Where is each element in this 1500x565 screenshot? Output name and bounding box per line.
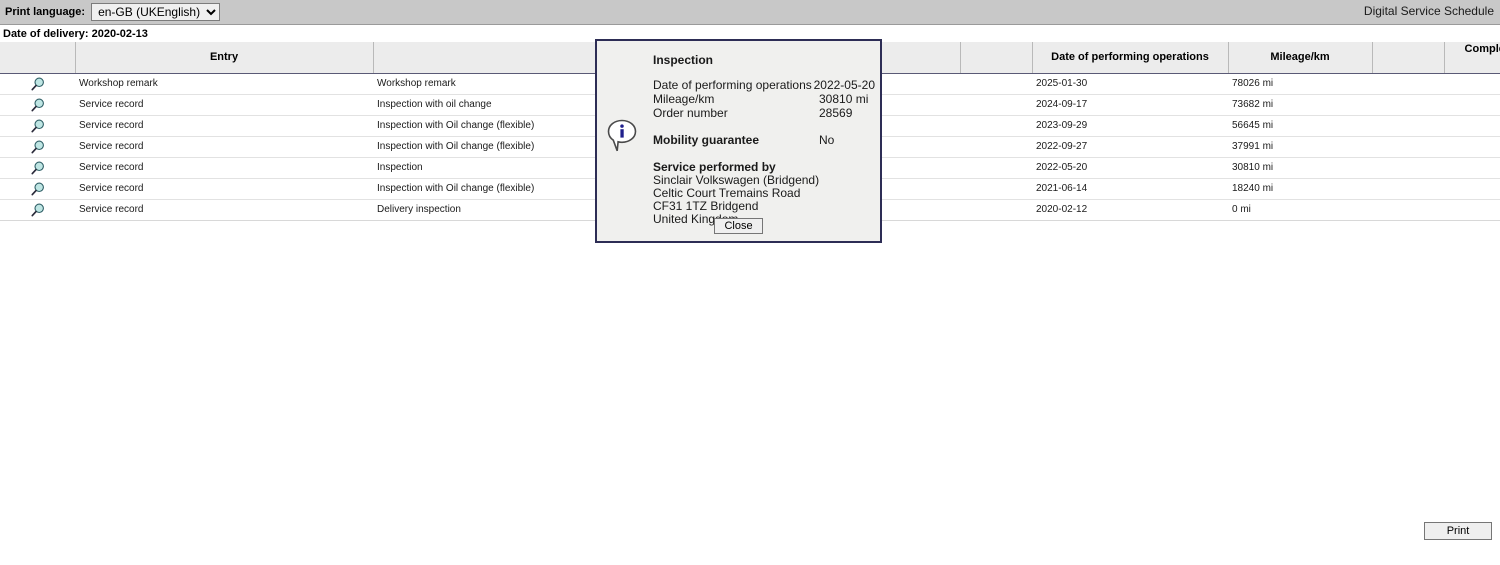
cell-blank-2 xyxy=(1372,178,1444,200)
cell-blank-2 xyxy=(1372,136,1444,158)
magnifier-icon[interactable] xyxy=(30,202,46,218)
column-header-complete-record: Complete record xyxy=(1444,42,1500,74)
cell-blank-1 xyxy=(960,178,1032,200)
row-detail-button[interactable] xyxy=(0,136,75,158)
cell-blank-2 xyxy=(1372,199,1444,221)
dialog-title: Inspection xyxy=(653,53,714,67)
close-button[interactable]: Close xyxy=(714,218,763,234)
cell-entry: Service record xyxy=(75,157,373,179)
row-detail-button[interactable] xyxy=(0,199,75,221)
detail-row: Date of performing operations 2022-05-20 xyxy=(653,78,875,92)
print-button[interactable]: Print xyxy=(1424,522,1492,540)
row-detail-button[interactable] xyxy=(0,73,75,95)
app-title: Digital Service Schedule xyxy=(1363,4,1494,18)
cell-blank-1 xyxy=(960,73,1032,95)
detail-value: 28569 xyxy=(819,106,853,120)
detail-label: Order number xyxy=(653,106,728,120)
top-bar: Print language: en-GB (UKEnglish) Digita… xyxy=(0,0,1500,25)
cell-complete-record xyxy=(1444,73,1500,95)
inspection-detail-dialog: Inspection Date of performing operations… xyxy=(595,39,882,243)
cell-complete-record xyxy=(1444,94,1500,116)
magnifier-icon[interactable] xyxy=(30,139,46,155)
detail-rows: Date of performing operations 2022-05-20 M… xyxy=(653,78,875,120)
cell-mileage: 78026 mi xyxy=(1228,73,1372,95)
cell-date: 2021-06-14 xyxy=(1032,178,1228,200)
cell-blank-1 xyxy=(960,94,1032,116)
cell-complete-record xyxy=(1444,199,1500,221)
cell-mileage: 0 mi xyxy=(1228,199,1372,221)
dialog-body: Inspection Date of performing operations… xyxy=(653,53,875,226)
column-header-icon xyxy=(0,42,76,74)
magnifier-icon[interactable] xyxy=(30,76,46,92)
cell-entry: Service record xyxy=(75,94,373,116)
row-detail-button[interactable] xyxy=(0,115,75,137)
cell-mileage: 73682 mi xyxy=(1228,94,1372,116)
row-detail-button[interactable] xyxy=(0,94,75,116)
date-of-delivery: Date of delivery: 2020-02-13 xyxy=(0,25,1500,42)
cell-blank-2 xyxy=(1372,94,1444,116)
service-performed-by-block: Service performed by Sinclair Volkswagen… xyxy=(653,161,875,226)
row-detail-button[interactable] xyxy=(0,178,75,200)
detail-label: Mileage/km xyxy=(653,92,715,106)
date-of-delivery-text: Date of delivery: 2020-02-13 xyxy=(3,27,148,40)
cell-entry: Workshop remark xyxy=(75,73,373,95)
cell-blank-1 xyxy=(960,115,1032,137)
address-line: Sinclair Volkswagen (Bridgend) xyxy=(653,173,820,187)
detail-row: Order number 28569 xyxy=(653,106,875,120)
column-header-mileage: Mileage/km xyxy=(1228,42,1373,74)
cell-entry: Service record xyxy=(75,199,373,221)
cell-mileage: 30810 mi xyxy=(1228,157,1372,179)
cell-mileage: 56645 mi xyxy=(1228,115,1372,137)
print-language-select[interactable]: en-GB (UKEnglish) xyxy=(91,3,221,21)
print-language-label: Print language: xyxy=(5,6,86,18)
cell-entry: Service record xyxy=(75,136,373,158)
cell-date: 2020-02-12 xyxy=(1032,199,1228,221)
column-header-entry: Entry xyxy=(75,42,374,74)
dialog-footer: Close xyxy=(597,216,880,234)
cell-blank-1 xyxy=(960,199,1032,221)
cell-blank-1 xyxy=(960,157,1032,179)
detail-label: Date of performing operations xyxy=(653,78,812,92)
magnifier-icon[interactable] xyxy=(30,160,46,176)
complete-record-label: Complete record xyxy=(1464,42,1500,55)
detail-row: Mileage/km 30810 mi xyxy=(653,92,875,106)
address-line: CF31 1TZ Bridgend xyxy=(653,199,759,213)
detail-value: 30810 mi xyxy=(819,92,869,106)
row-detail-button[interactable] xyxy=(0,157,75,179)
magnifier-icon[interactable] xyxy=(30,118,46,134)
mobility-guarantee-row: Mobility guarantee No xyxy=(653,133,875,147)
mobility-guarantee-label: Mobility guarantee xyxy=(653,133,760,147)
cell-blank-1 xyxy=(960,136,1032,158)
cell-complete-record xyxy=(1444,115,1500,137)
mobility-guarantee-value: No xyxy=(819,133,835,147)
cell-complete-record xyxy=(1444,157,1500,179)
cell-date: 2022-09-27 xyxy=(1032,136,1228,158)
address-line: Celtic Court Tremains Road xyxy=(653,186,801,200)
cell-complete-record xyxy=(1444,136,1500,158)
cell-date: 2025-01-30 xyxy=(1032,73,1228,95)
column-header-blank-1 xyxy=(960,42,1033,74)
cell-date: 2023-09-29 xyxy=(1032,115,1228,137)
magnifier-icon[interactable] xyxy=(30,181,46,197)
cell-entry: Service record xyxy=(75,115,373,137)
cell-complete-record xyxy=(1444,178,1500,200)
cell-blank-2 xyxy=(1372,73,1444,95)
column-header-date: Date of performing operations xyxy=(1032,42,1229,74)
cell-entry: Service record xyxy=(75,178,373,200)
service-performed-by-title: Service performed by xyxy=(653,160,776,174)
service-performed-by-address: Sinclair Volkswagen (Bridgend) Celtic Cou… xyxy=(653,174,875,226)
cell-blank-2 xyxy=(1372,115,1444,137)
magnifier-icon[interactable] xyxy=(30,97,46,113)
column-header-blank-2 xyxy=(1372,42,1445,74)
info-bubble-icon xyxy=(607,119,637,153)
cell-blank-2 xyxy=(1372,157,1444,179)
cell-date: 2024-09-17 xyxy=(1032,94,1228,116)
cell-mileage: 37991 mi xyxy=(1228,136,1372,158)
cell-mileage: 18240 mi xyxy=(1228,178,1372,200)
detail-value: 2022-05-20 xyxy=(813,78,875,92)
cell-date: 2022-05-20 xyxy=(1032,157,1228,179)
